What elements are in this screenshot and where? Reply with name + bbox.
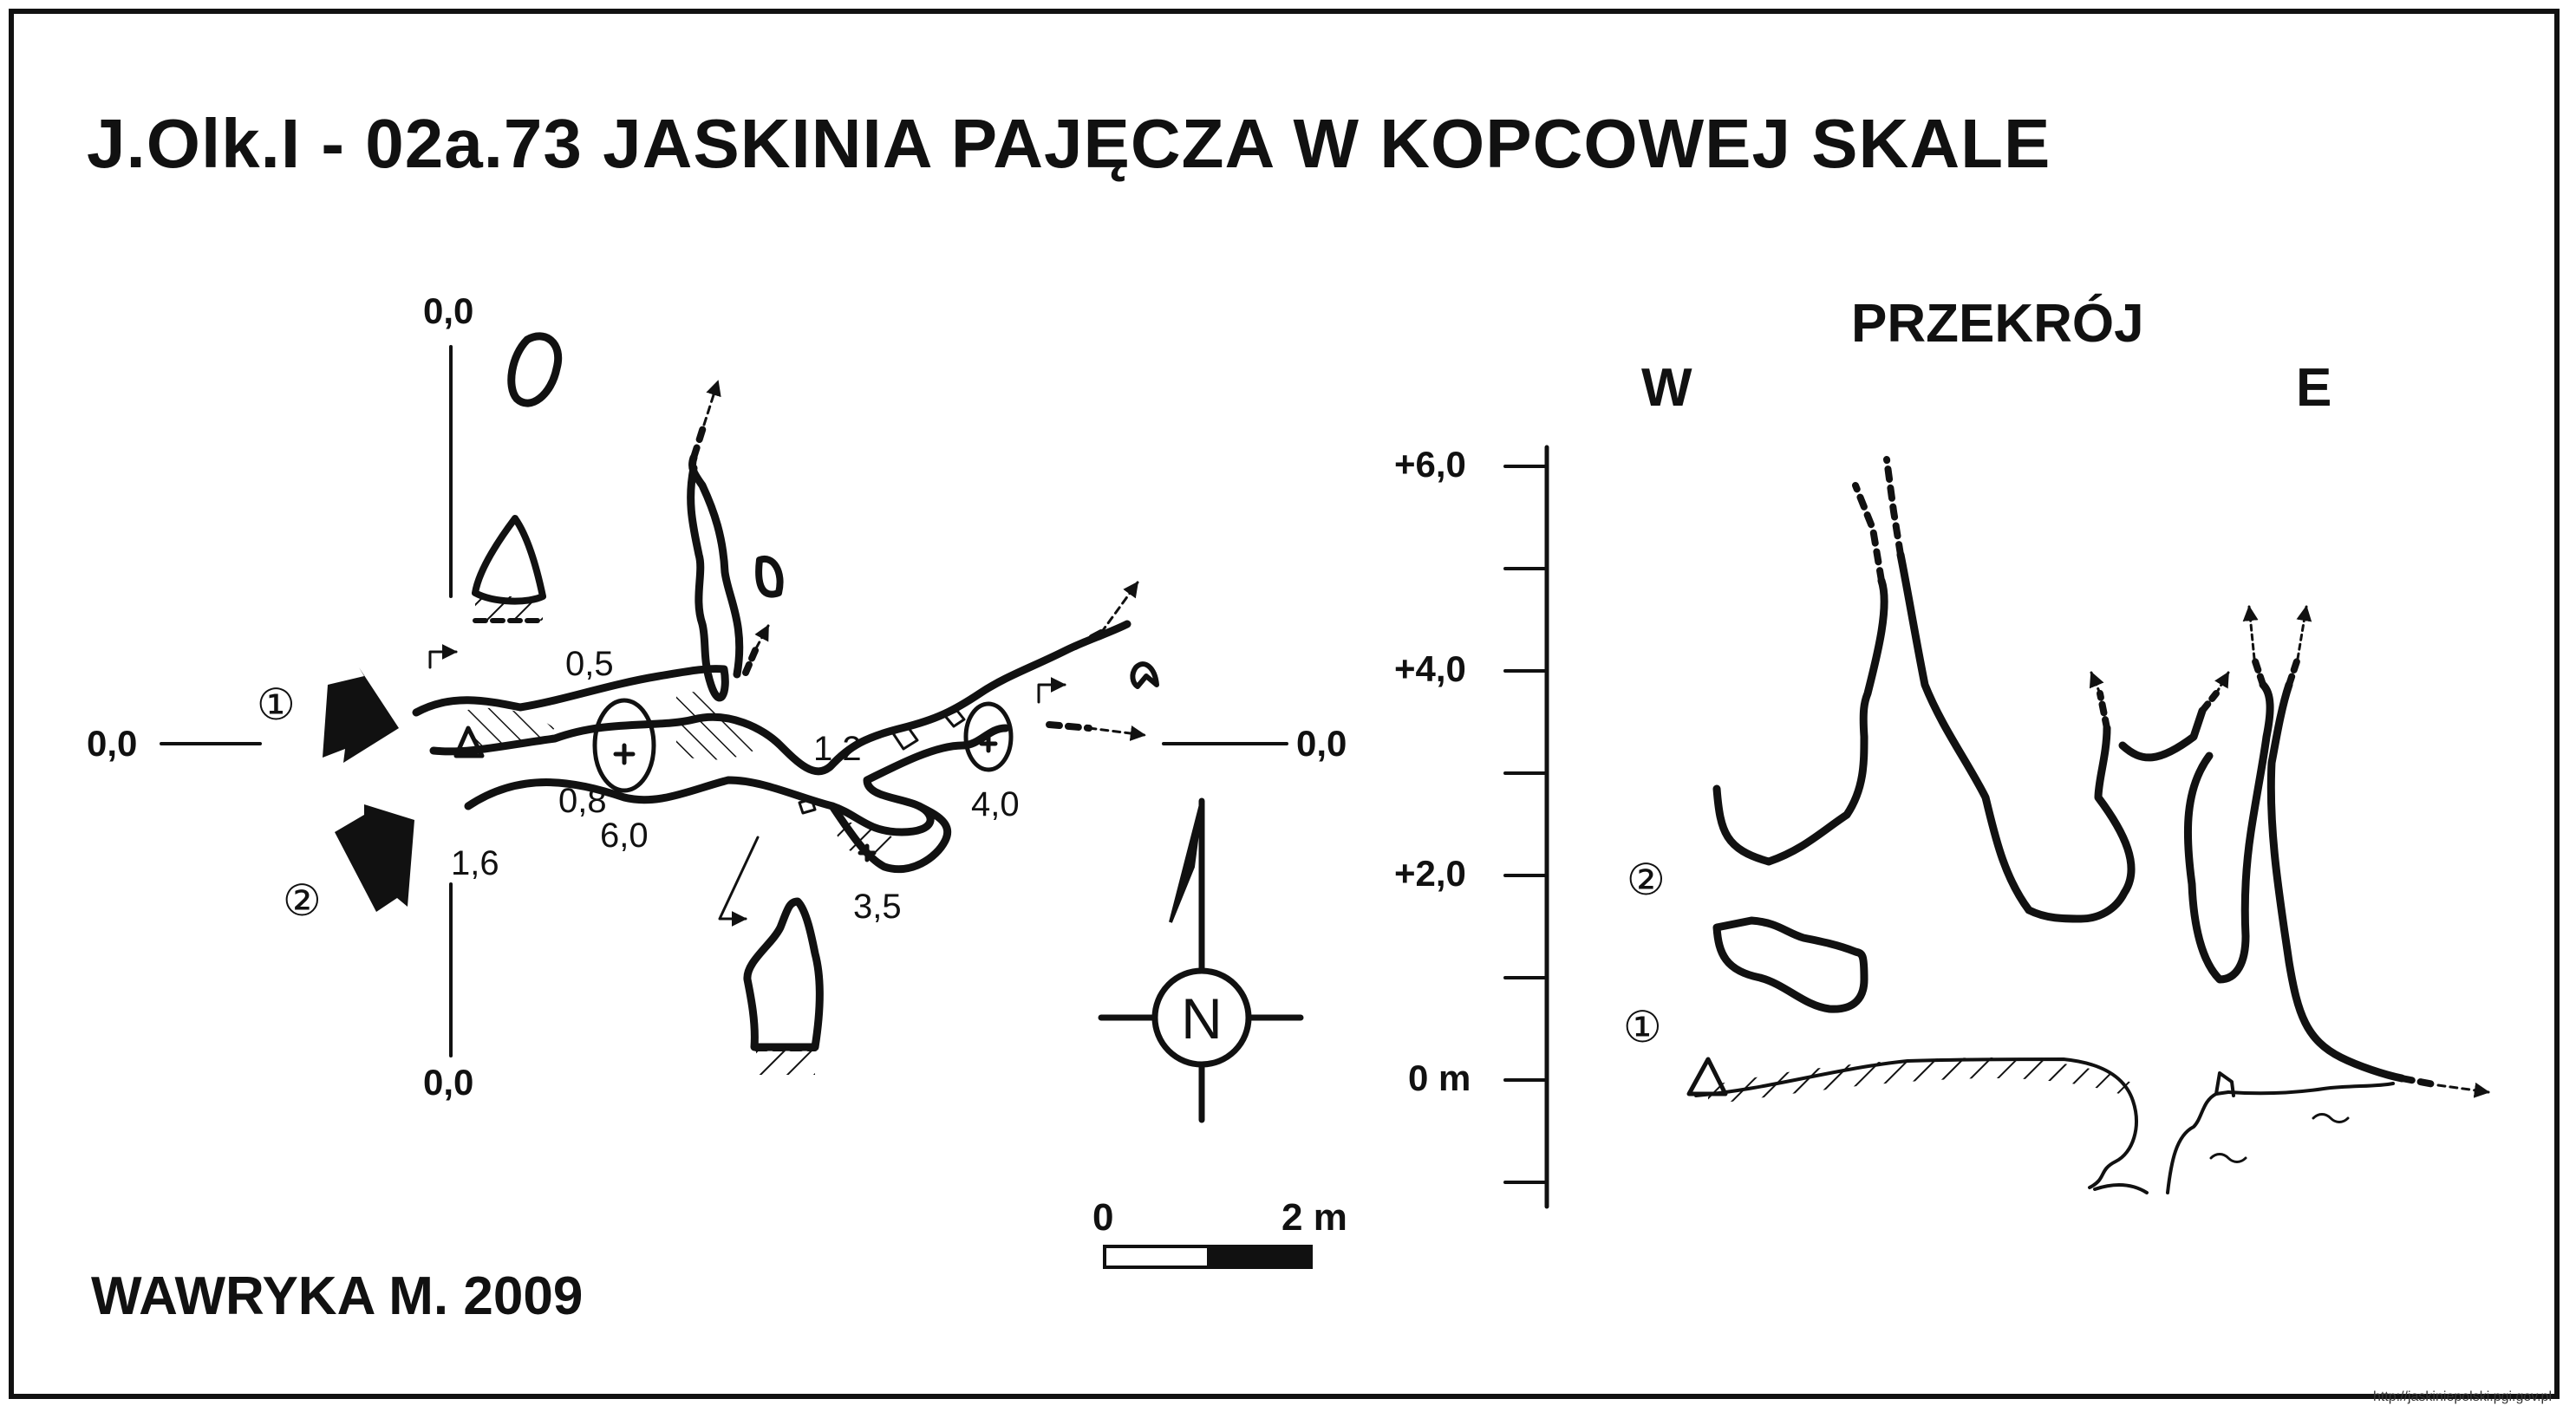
- section-heading: PRZEKRÓJ: [1851, 294, 2144, 354]
- plan-ref-left: 0,0: [87, 723, 138, 764]
- section-profile-right: [2118, 706, 2207, 762]
- map-title: J.Olk.I - 02a.73 JASKINIA PAJĘCZA W KOPC…: [87, 105, 2051, 182]
- entrance-arrow-2: [335, 804, 414, 912]
- depth-label: 0,5: [565, 645, 614, 683]
- map-frame: [9, 9, 2560, 1399]
- plan-lower-chamber: [743, 897, 824, 1051]
- north-label: N: [1181, 986, 1223, 1051]
- north-arrow: [1098, 797, 1304, 1123]
- plan-ref-top: 0,0: [423, 290, 474, 331]
- plan-upper-chamber: [472, 515, 546, 605]
- plan-rubble-area: [464, 707, 555, 752]
- depth-label: 4,0: [971, 785, 1020, 823]
- scale-bar: [1103, 1245, 1313, 1269]
- author-credit: WAWRYKA M. 2009: [91, 1266, 584, 1326]
- scale-end-label: 2 m: [1281, 1196, 1347, 1239]
- plan-main-passage: [412, 464, 729, 717]
- plan-ref-right: 0,0: [1296, 723, 1347, 764]
- section-rubble-floor: [1708, 1057, 2133, 1104]
- plan-small-chamber: [507, 332, 563, 407]
- section-tick-label: +6,0: [1394, 444, 1466, 485]
- plan-view: [160, 332, 1288, 1075]
- plan-boulder: [592, 698, 656, 793]
- section-tick-label: +2,0: [1394, 853, 1466, 894]
- section-lower-opening: [1712, 916, 1868, 1013]
- section-tick-label: +4,0: [1394, 648, 1466, 689]
- depth-label: 6,0: [600, 817, 649, 855]
- section-view: [1503, 445, 2490, 1209]
- plan-small-chamber: [1130, 661, 1159, 689]
- plan-small-chamber: [755, 555, 784, 598]
- section-profile-mid: [1896, 550, 2136, 923]
- scale-start-label: 0: [1092, 1196, 1114, 1239]
- plan-entrance-2-label: ②: [283, 875, 322, 926]
- plan-entrance-marker: [453, 726, 485, 758]
- section-entrance-2-label: ②: [1627, 855, 1666, 905]
- depth-label: 1,6: [451, 844, 499, 882]
- plan-ref-bottom: 0,0: [423, 1062, 474, 1103]
- plan-entrance-arrows: [323, 667, 414, 912]
- plan-rubble-area: [832, 822, 902, 857]
- plan-rubble-area: [676, 692, 763, 760]
- section-profile-left: [1712, 576, 1888, 866]
- section-west-label: W: [1641, 358, 1692, 418]
- entrance-arrow-1: [323, 667, 399, 763]
- section-entrance-1-label: ①: [1623, 1002, 1662, 1052]
- plan-main-passage: [429, 620, 1131, 776]
- section-east-label: E: [2296, 358, 2332, 418]
- plan-entrance-1-label: ①: [257, 680, 296, 730]
- plan-hatched-floor: [475, 596, 543, 621]
- section-entrance-marker: [1686, 1057, 1728, 1096]
- depth-label: 3,5: [853, 888, 902, 926]
- section-tick-label: 0 m: [1408, 1057, 1471, 1098]
- source-url: http://jaskiniepolski.pgi.gov.pl: [2372, 1389, 2552, 1404]
- plan-main-passage: [464, 724, 1010, 836]
- plan-boulder: [963, 701, 1014, 772]
